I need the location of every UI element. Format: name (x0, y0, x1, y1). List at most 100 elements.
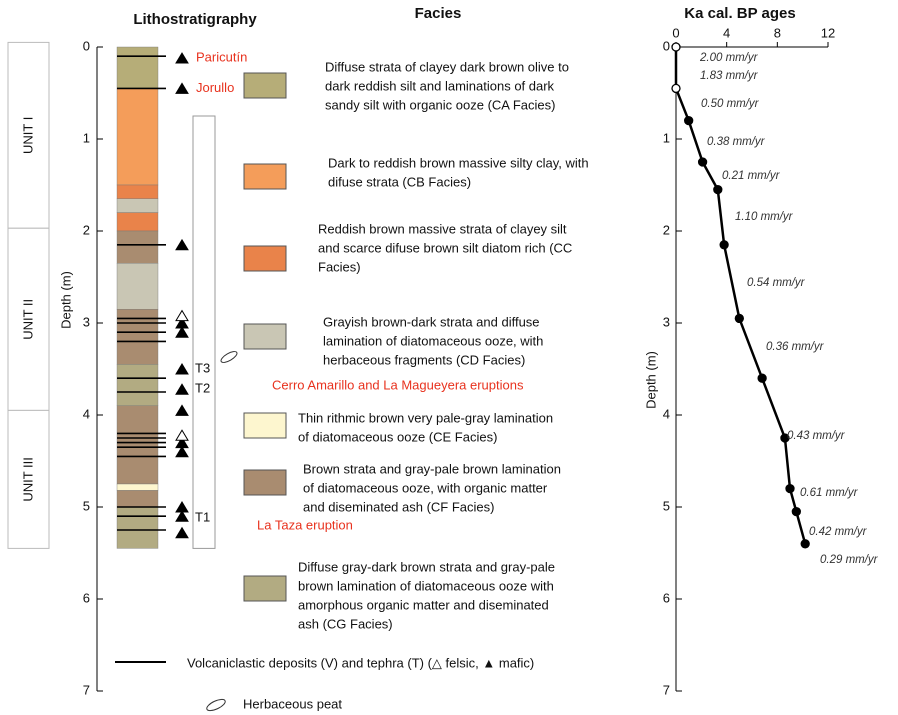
age-title: Ka cal. BP ages (684, 5, 795, 22)
y-tick-label: 6 (663, 590, 670, 605)
y-tick-label: 7 (663, 682, 670, 697)
rate-label: 0.21 mm/yr (722, 170, 781, 182)
age-point (713, 184, 723, 195)
age-line (674, 47, 807, 545)
eruption-label: Jorullo (196, 80, 234, 95)
unit-label: UNIT I (20, 117, 35, 154)
mafic-tephra (175, 445, 189, 458)
facies-swatch (243, 323, 287, 350)
age-point (719, 240, 729, 250)
facies-text: and diseminated ash (CF Facies) (303, 499, 494, 514)
facies-text: Facies) (318, 259, 361, 274)
layer (116, 184, 159, 200)
facies-swatch (243, 72, 287, 99)
eruption-label: T3 (195, 360, 210, 375)
y-tick-label: 3 (663, 314, 670, 329)
facies-text: Dark to reddish brown massive silty clay… (328, 155, 589, 170)
legend-text: Herbaceous peat (243, 696, 342, 711)
mafic-tephra (175, 363, 189, 375)
y-tick-label: 4 (663, 406, 670, 421)
y-tick-label: 1 (663, 130, 670, 145)
y-tick-label: 3 (83, 314, 90, 329)
rate-label: 0.36 mm/yr (766, 341, 825, 353)
y-tick-label: 6 (83, 590, 90, 605)
facies-text: Diffuse gray-dark brown strata and gray-… (298, 559, 555, 574)
mafic-tephra (175, 238, 189, 251)
mafic-tephra (175, 510, 189, 522)
facies-swatch (243, 163, 287, 190)
facies-swatch (243, 412, 287, 439)
eruption-label: T2 (195, 381, 210, 396)
unit-label: UNIT II (20, 299, 35, 340)
facies-text: Thin rithmic brown very pale-gray lamina… (298, 410, 553, 425)
facies-swatch (243, 245, 287, 272)
y-tick-label: 5 (663, 498, 670, 513)
layer (116, 506, 159, 549)
y-tick-label: 2 (663, 222, 670, 237)
layer (116, 483, 159, 491)
age-point (734, 313, 744, 324)
y-tick-label: 7 (83, 682, 90, 697)
litho-title: Lithostratigraphy (133, 11, 257, 28)
facies-text: ash (CG Facies) (298, 616, 393, 631)
facies-text: of diatomaceous ooze (CE Facies) (298, 429, 497, 444)
facies-text: and scarce difuse brown silt diatom rich… (318, 240, 572, 255)
layer (116, 46, 159, 89)
y-tick-label: 5 (83, 498, 90, 513)
eruption-label: Paricutín (196, 49, 247, 64)
age-point (671, 42, 681, 52)
mafic-tephra (175, 383, 189, 395)
x-tick-label: 0 (672, 25, 679, 40)
facies-text: amorphous organic matter and diseminated (298, 597, 549, 612)
core-box (192, 115, 216, 549)
facies-text: Reddish brown massive strata of clayey s… (318, 221, 567, 236)
eruption-label: Cerro Amarillo and La Magueyera eruption… (272, 377, 524, 392)
facies-text: Brown strata and gray-pale brown laminat… (303, 461, 561, 476)
rate-label: 1.10 mm/yr (735, 211, 794, 223)
mafic-tephra (175, 82, 189, 94)
age-point (684, 115, 694, 126)
layer (116, 405, 159, 485)
rate-label: 0.54 mm/yr (747, 277, 806, 289)
x-tick-label: 4 (723, 25, 730, 40)
age-point (780, 433, 790, 443)
layer (116, 364, 159, 406)
facies-text: difuse strata (CB Facies) (328, 174, 471, 189)
age-point (671, 83, 681, 94)
legend-text: Volcaniclastic deposits (V) and tephra (… (187, 655, 534, 670)
unit-box (7, 409, 50, 549)
rate-label: 0.29 mm/yr (820, 554, 879, 566)
facies-text: sandy silt with organic ooze (CA Facies) (325, 97, 555, 112)
eruption-label: La Taza eruption (257, 517, 353, 532)
age-point (757, 373, 767, 383)
age-point (785, 483, 795, 494)
peat-icon (206, 698, 226, 712)
rate-label: 0.42 mm/yr (809, 526, 868, 538)
eruption-label: T1 (195, 509, 210, 524)
mafic-tephra (175, 526, 189, 539)
age-ylabel: Depth (m) (643, 351, 658, 409)
facies-text: brown lamination of diatomaceous ooze wi… (298, 578, 554, 593)
rate-label: 0.61 mm/yr (800, 487, 859, 499)
layer (116, 309, 159, 365)
layer (116, 490, 159, 508)
x-tick-label: 8 (774, 25, 781, 40)
layer (116, 263, 159, 310)
y-tick-label: 1 (83, 130, 90, 145)
facies-text: dark reddish silt and laminations of dar… (325, 78, 555, 93)
unit-box (7, 227, 50, 411)
age-point (791, 506, 801, 517)
mafic-tephra (175, 52, 189, 64)
rate-label: 0.43 mm/yr (787, 430, 846, 442)
litho-ylabel: Depth (m) (58, 271, 73, 329)
layer (116, 212, 159, 232)
y-tick-label: 0 (83, 38, 90, 53)
rate-label: 2.00 mm/yr (699, 52, 759, 64)
facies-swatch (243, 469, 287, 496)
peat-icon (220, 351, 238, 363)
facies-text: lamination of diatomaceous ooze, with (323, 333, 543, 348)
mafic-tephra (175, 326, 189, 338)
facies-text: herbaceous fragments (CD Facies) (323, 352, 525, 367)
rate-label: 0.50 mm/yr (701, 98, 760, 110)
